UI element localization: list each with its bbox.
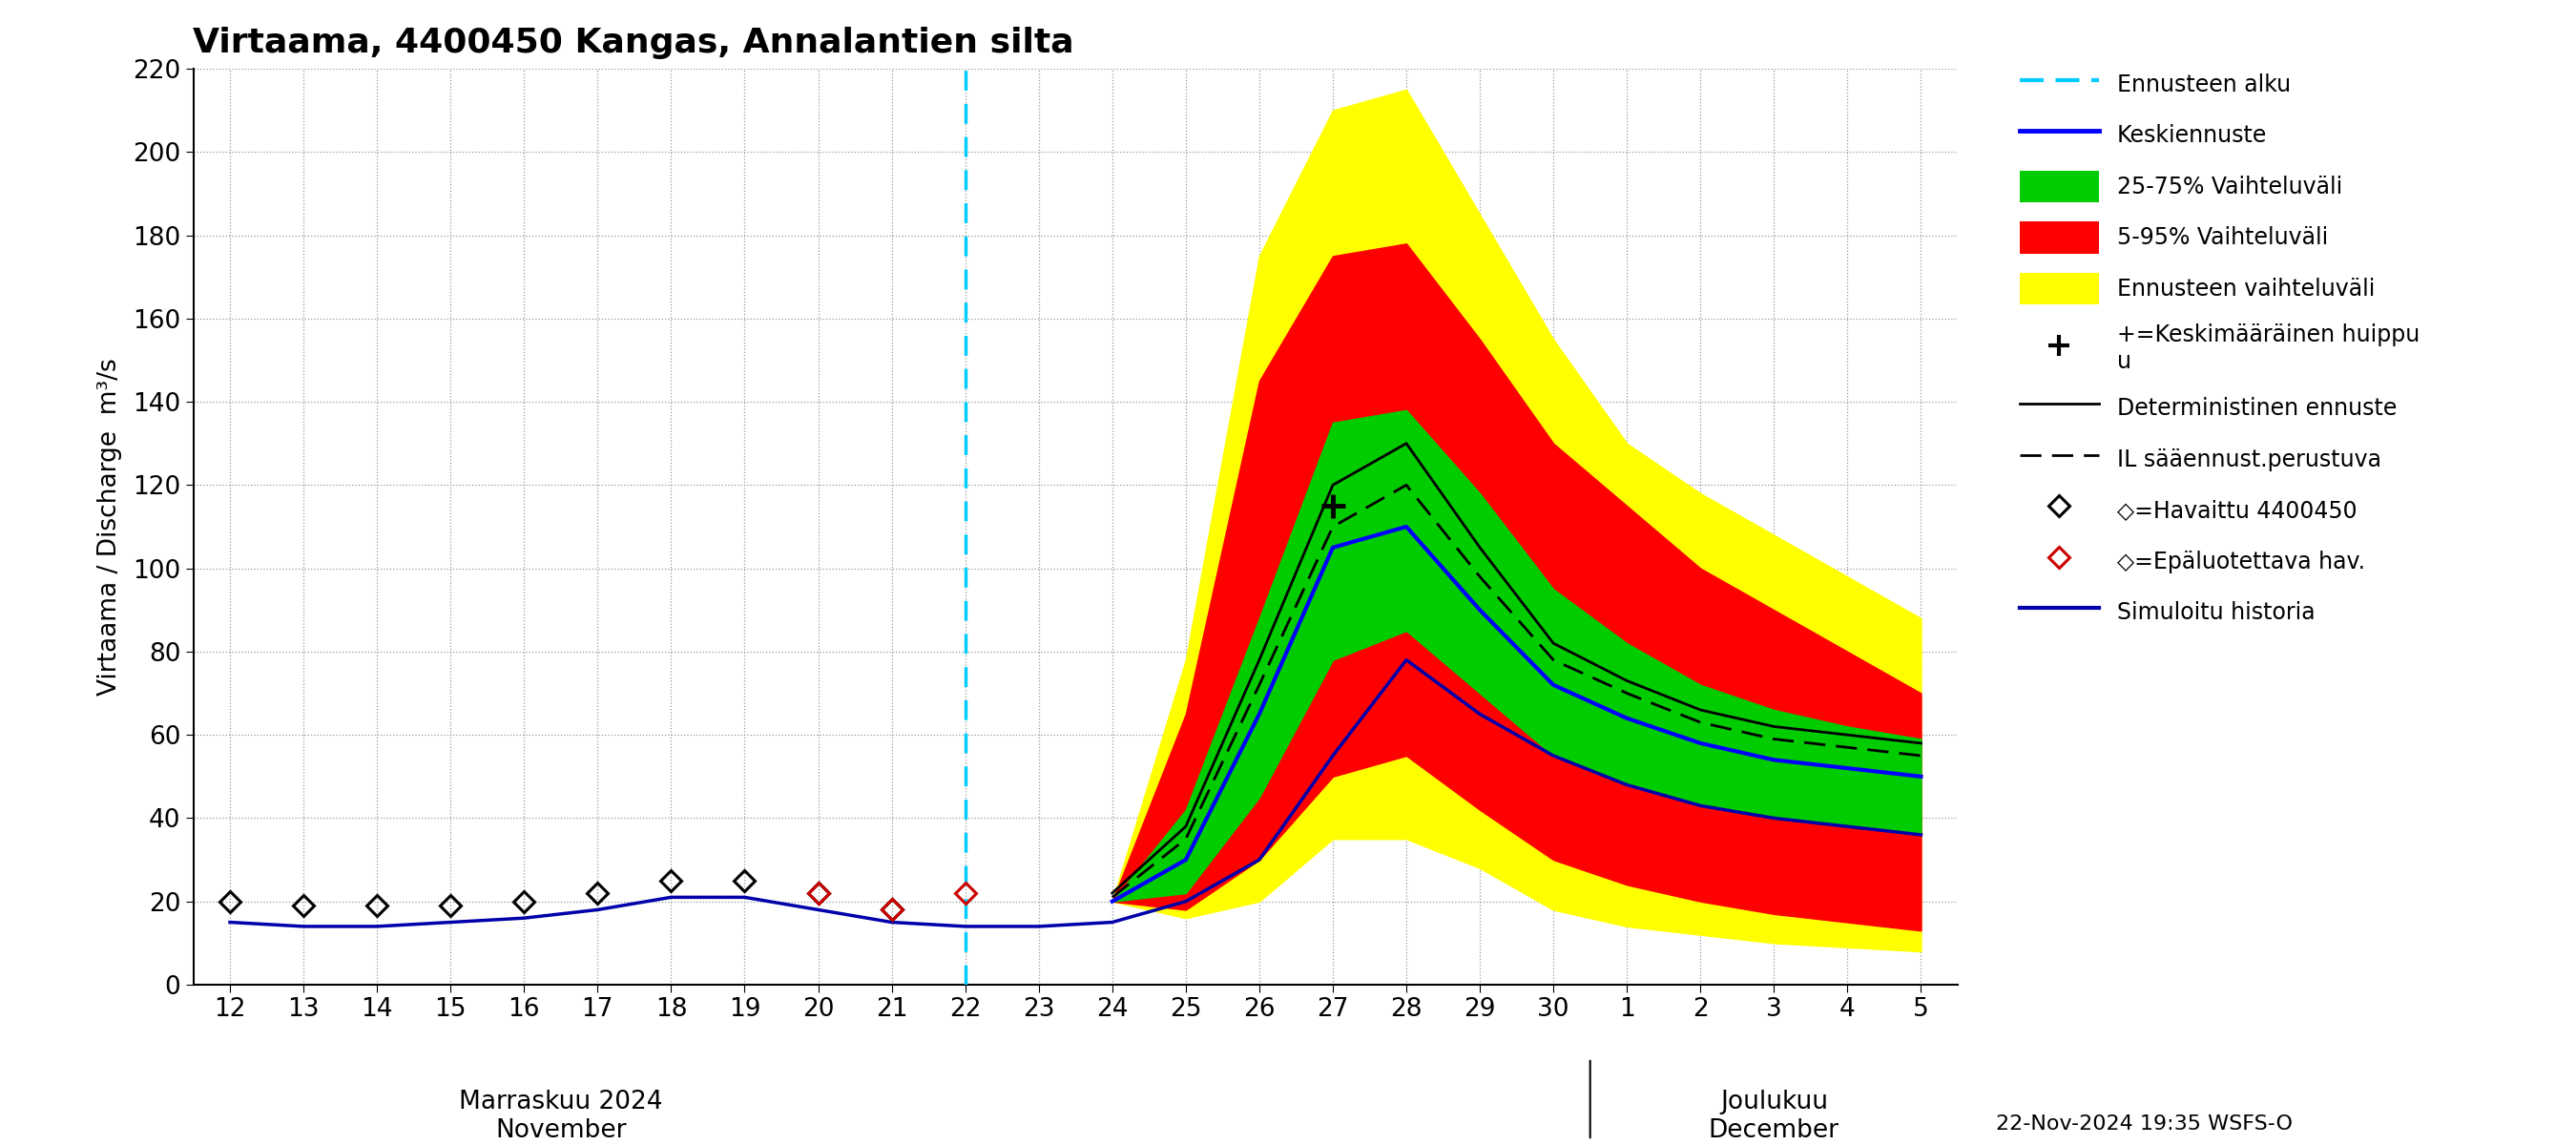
- Text: Virtaama, 4400450 Kangas, Annalantien silta: Virtaama, 4400450 Kangas, Annalantien si…: [193, 27, 1074, 60]
- Y-axis label: Virtaama / Discharge  m³/s: Virtaama / Discharge m³/s: [98, 358, 121, 695]
- Text: Marraskuu 2024
November: Marraskuu 2024 November: [459, 1090, 662, 1144]
- Text: Joulukuu
December: Joulukuu December: [1708, 1090, 1839, 1144]
- Legend: Ennusteen alku, Keskiennuste, 25-75% Vaihteluväli, 5-95% Vaihteluväli, Ennusteen: Ennusteen alku, Keskiennuste, 25-75% Vai…: [2012, 62, 2427, 634]
- Text: 22-Nov-2024 19:35 WSFS-O: 22-Nov-2024 19:35 WSFS-O: [1996, 1114, 2293, 1134]
